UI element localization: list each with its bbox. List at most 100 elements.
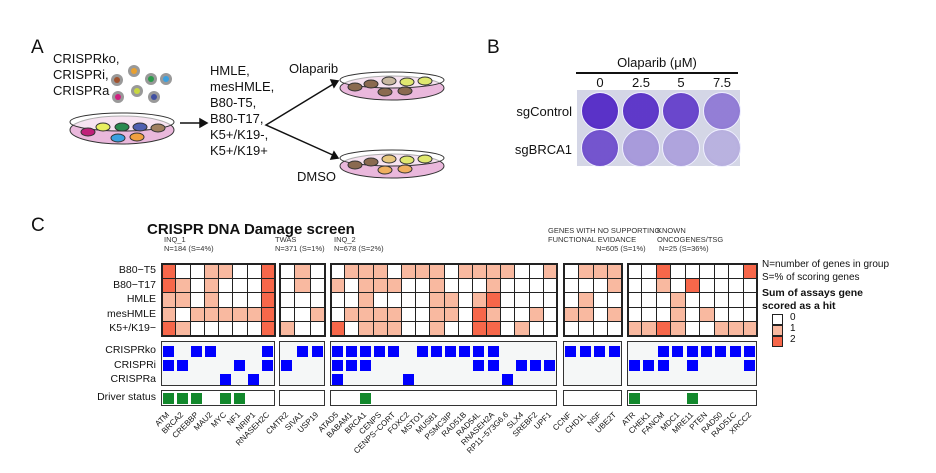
assay-hit-i: [233, 360, 245, 372]
group-header: INQ_1: [164, 235, 186, 244]
assay-label: CRISPRi: [113, 358, 156, 371]
assay-hit-i: [643, 360, 655, 372]
assay-hit-i: [744, 360, 756, 372]
petri-dish-icon: [69, 112, 175, 145]
assay-hit-ko: [459, 346, 471, 357]
assay-hit-ko: [715, 346, 727, 357]
assay-hit-a: [219, 374, 231, 386]
row-label-sgcontrol: sgControl: [516, 104, 572, 119]
assay-hit-ko: [657, 346, 669, 357]
assay-hit-ko: [262, 346, 274, 357]
assay-hit-ko: [345, 346, 357, 357]
assay-hit-ko: [296, 346, 308, 357]
driver-mark: [219, 392, 231, 404]
colony-well: [581, 92, 619, 130]
driver-mark: [686, 392, 698, 404]
cell-line-list: HMLE, mesHMLE, B80-T5, B80-T17, K5+/K19-…: [210, 63, 274, 159]
screen-title: CRISPR DNA Damage screen: [147, 221, 355, 238]
row-label: HMLE: [126, 293, 156, 306]
assay-label: CRISPRa: [110, 373, 156, 385]
assay-hit-ko: [374, 346, 386, 357]
assay-hit-i: [628, 360, 640, 372]
assay-hit-ko: [331, 346, 343, 357]
colony-well: [581, 129, 619, 167]
heatmap-group: [563, 263, 623, 337]
library-label: CRISPRi,: [53, 67, 109, 82]
assay-hit-ko: [729, 346, 741, 357]
cell-line: B80-T17,: [210, 111, 264, 126]
heatmap-group: [279, 263, 326, 337]
dose-label: 2.5: [631, 75, 651, 90]
assay-hit-i: [359, 360, 371, 372]
legend-note-n: N=number of genes in group: [762, 259, 890, 270]
assay-hit-a: [248, 374, 260, 386]
cell-line: K5+/K19-,: [210, 127, 269, 142]
driver-mark: [162, 392, 174, 404]
assay-hit-ko: [162, 346, 174, 357]
legend-level-label: 0: [790, 312, 796, 323]
group-header: FUNCTIONAL EVIDANCE: [548, 235, 637, 244]
crispr-libraries: CRISPRko, CRISPRi, CRISPRa: [53, 51, 119, 99]
assay-hit-i: [657, 360, 669, 372]
assay-hit-ko: [609, 346, 621, 357]
group-header: N=25 (S=36%): [659, 244, 709, 253]
cell-line: B80-T5,: [210, 95, 257, 110]
assay-hit-i: [281, 360, 293, 372]
assay-hit-ko: [416, 346, 428, 357]
row-label-sgbrca1: sgBRCA1: [514, 142, 572, 157]
assay-hit-ko: [445, 346, 457, 357]
assay-hit-ko: [388, 346, 400, 357]
legend-level-label: 2: [790, 334, 796, 345]
assay-hit-ko: [672, 346, 684, 357]
colony-well: [703, 129, 741, 167]
legend-swatch: [772, 314, 783, 325]
driver-group: [279, 390, 325, 406]
legend-swatch: [772, 336, 783, 347]
petri-dish-icon: [339, 71, 445, 101]
arrow-icon: [180, 79, 340, 160]
library-label: CRISPRa: [53, 83, 110, 98]
assay-hit-i: [530, 360, 542, 372]
virus-icons: [111, 65, 172, 103]
assay-hit-ko: [311, 346, 323, 357]
heatmap-group: [627, 263, 758, 337]
legend-title: Sum of assays gene: [762, 287, 863, 299]
dose-axis-title: Olaparib (μM): [617, 55, 697, 70]
panel-a-letter: A: [31, 37, 44, 58]
dose-label: 5: [677, 75, 685, 90]
dose-axis-line: [576, 72, 738, 74]
dose-label: 7.5: [712, 75, 732, 90]
heatmap-group: [330, 263, 558, 337]
driver-mark: [191, 392, 203, 404]
assay-hit-i: [162, 360, 174, 372]
cell-line: mesHMLE,: [210, 79, 275, 94]
assay-hit-ko: [205, 346, 217, 357]
driver-group: [563, 390, 622, 406]
legend-title: scored as a hit: [762, 300, 836, 312]
assay-hit-i: [345, 360, 357, 372]
cell-line: K5+/K19+: [210, 143, 268, 158]
petri-dish-icon: [339, 149, 445, 179]
driver-group: [330, 390, 557, 406]
assay-hit-ko: [686, 346, 698, 357]
assay-hit-ko: [744, 346, 756, 357]
assay-hit-i: [544, 360, 556, 372]
panel-a-illustration: [69, 65, 445, 179]
heatmap-group: [161, 263, 276, 337]
assay-label: CRISPRko: [105, 344, 156, 356]
driver-mark: [359, 392, 371, 404]
panel-b-letter: B: [487, 37, 500, 58]
assay-hit-i: [331, 360, 343, 372]
assay-hit-i: [487, 360, 499, 372]
group-header: INQ_2: [334, 235, 356, 244]
row-label: mesHMLE: [106, 307, 156, 320]
group-header: N=605 (S=1%): [596, 244, 646, 253]
group-header: N=678 (S=2%): [334, 244, 384, 253]
library-label: CRISPRko,: [53, 51, 120, 66]
colony-well: [622, 129, 660, 167]
driver-status-label: Driver status: [97, 391, 156, 403]
row-label: B80−T5: [118, 264, 156, 276]
assay-hit-a: [402, 374, 414, 386]
assay-hit-ko: [579, 346, 591, 357]
assay-hit-ko: [430, 346, 442, 357]
